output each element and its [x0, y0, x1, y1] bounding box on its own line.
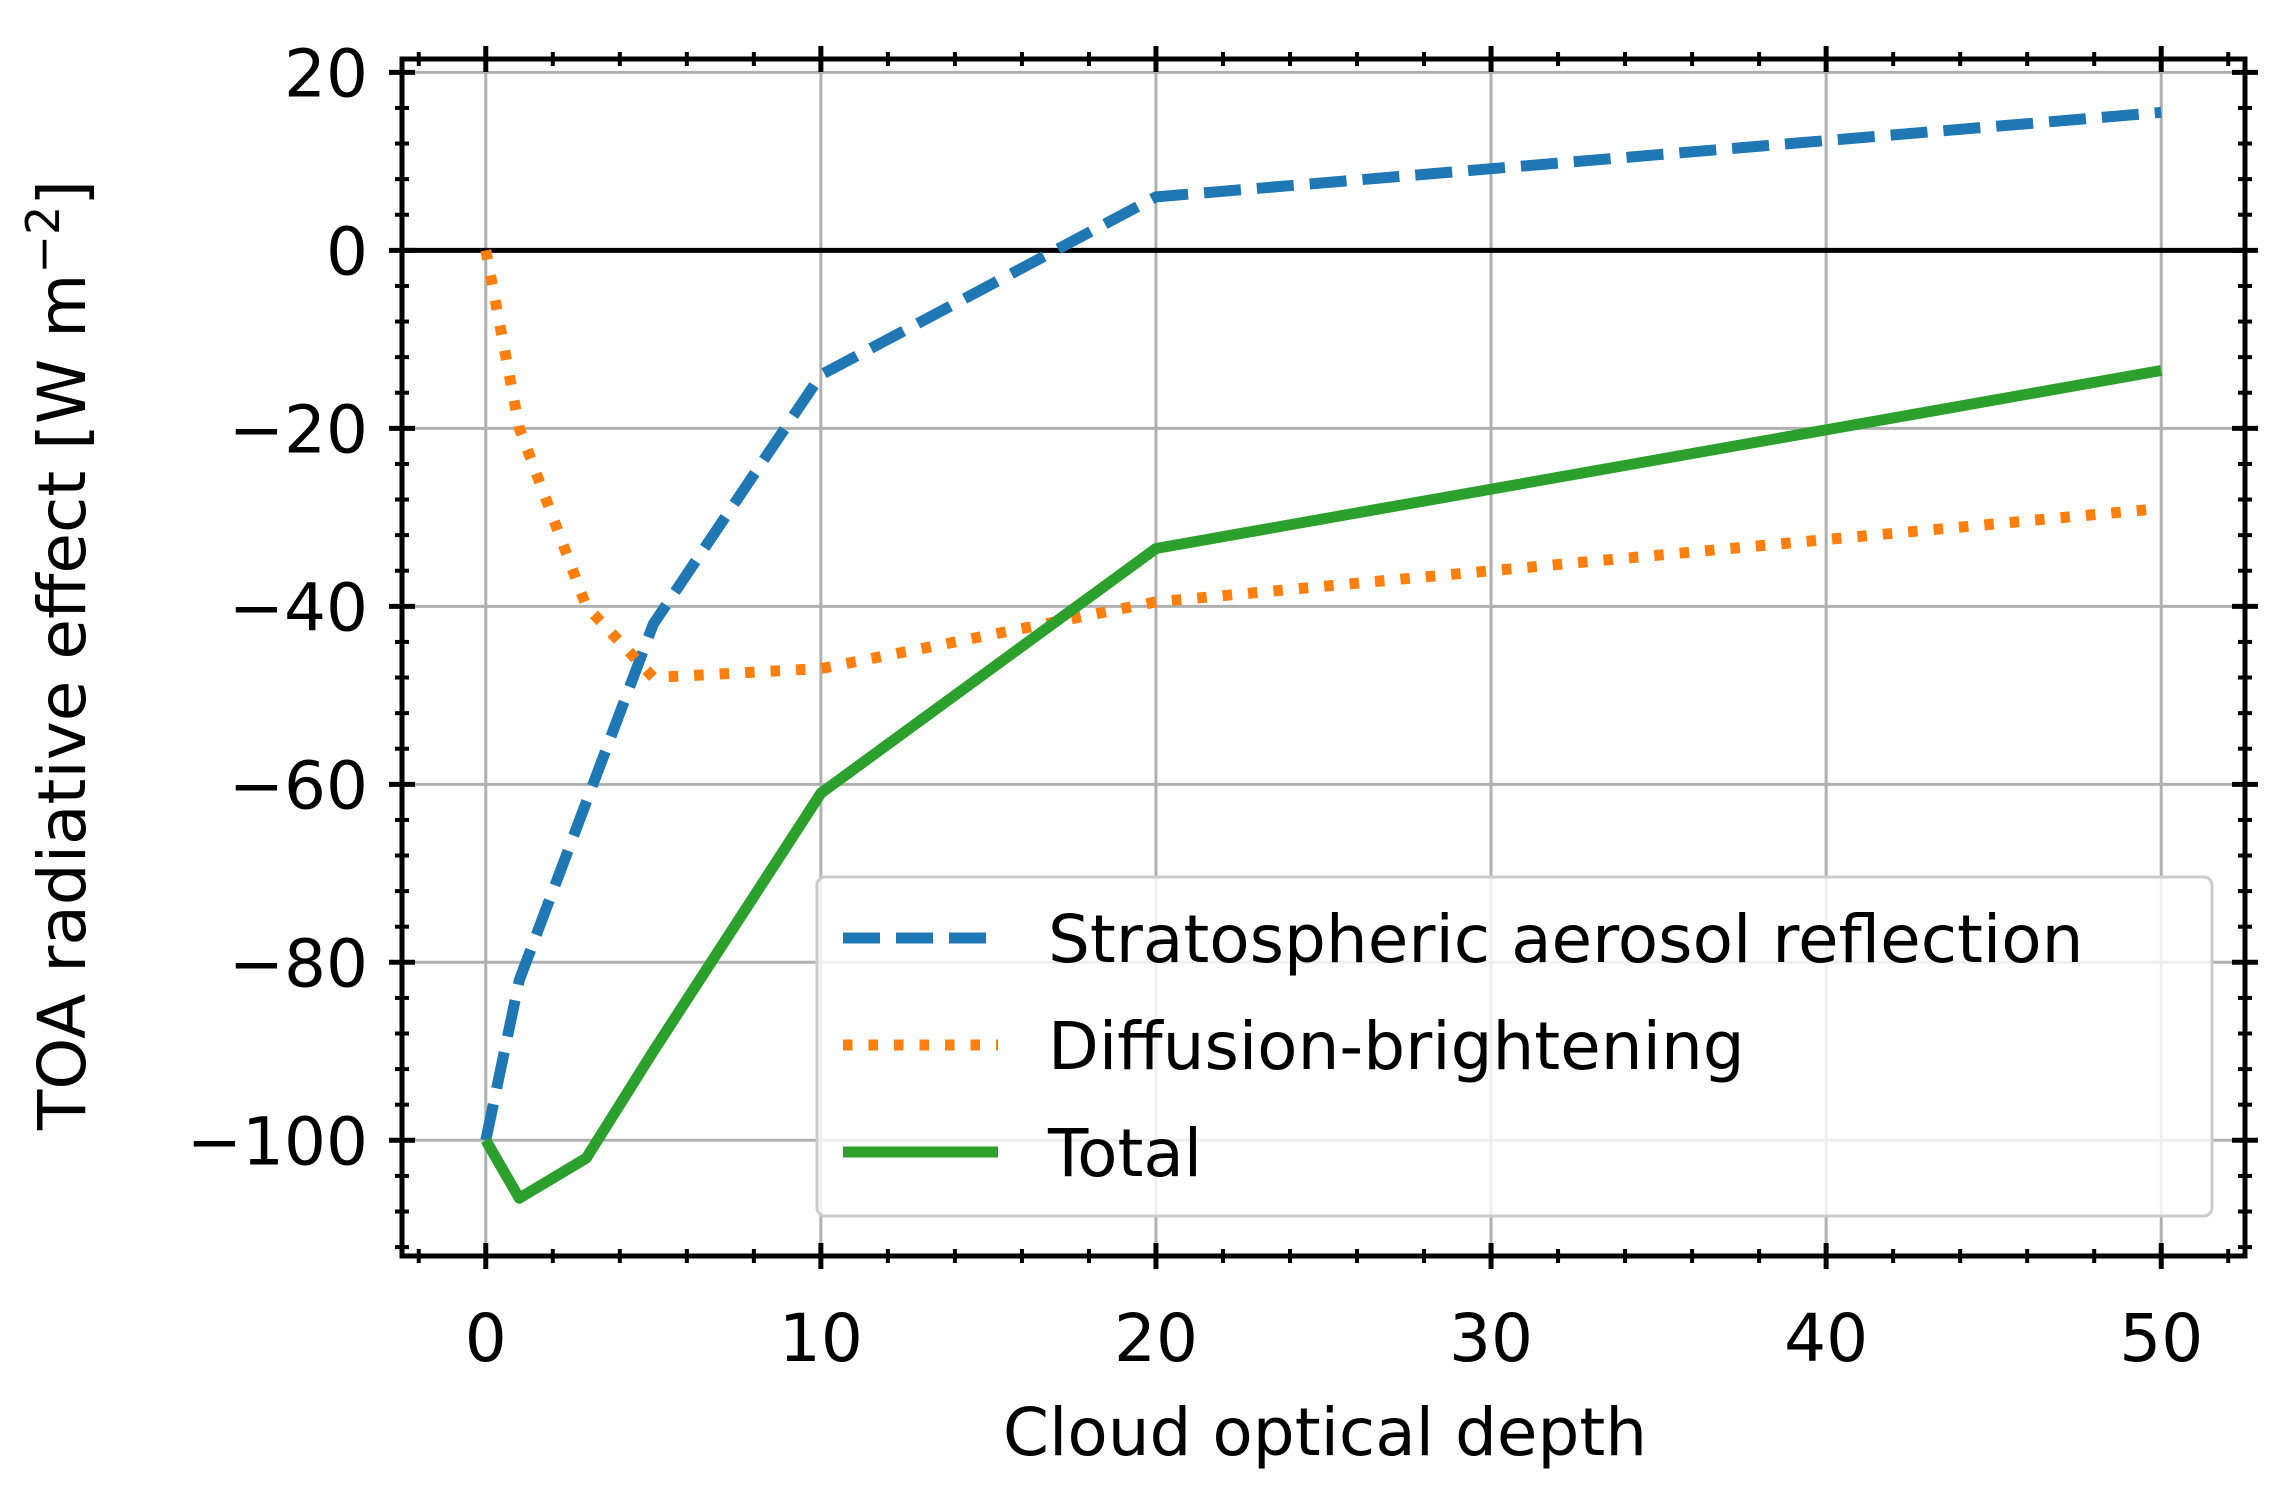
legend-label-2: Diffusion-brightening	[1048, 1008, 1745, 1085]
y-tick-label: 0	[326, 213, 368, 290]
x-axis-label: Cloud optical depth	[1003, 1394, 1647, 1471]
y-axis-label: TOA radiative effect [W m−2]	[16, 180, 101, 1131]
x-tick-label: 40	[1784, 1300, 1868, 1377]
x-tick-label: 30	[1449, 1300, 1533, 1377]
x-tick-label: 50	[2119, 1300, 2203, 1377]
y-tick-label: −20	[229, 391, 368, 468]
y-axis-label-exponent: −2	[16, 206, 70, 274]
series-line-1	[480, 106, 2162, 1142]
x-tick-label: 20	[1114, 1300, 1198, 1377]
tick-labels: 0 10 20 30 40 50 20 0 −20 −40 −60 −80 −100	[187, 35, 2204, 1377]
series-layer	[480, 106, 2163, 1204]
y-tick-label: −60	[229, 747, 368, 824]
legend-label-1: Stratospheric aerosol reflection	[1048, 901, 2083, 978]
y-tick-label: −80	[229, 925, 368, 1002]
legend-frame	[815, 875, 2214, 1218]
x-tick-label: 0	[465, 1300, 507, 1377]
y-axis-label-close: ]	[24, 180, 101, 206]
x-tick-label: 10	[779, 1300, 863, 1377]
y-tick-label: 20	[284, 35, 368, 112]
y-tick-label: −40	[229, 569, 368, 646]
plot-frame	[399, 56, 2248, 1259]
series-line-2	[480, 249, 2162, 683]
legend: Stratospheric aerosol reflection Diffusio…	[815, 875, 2214, 1218]
plot-border	[399, 56, 2248, 1259]
legend-label-3: Total	[1047, 1115, 1202, 1192]
series-line-3	[481, 365, 2163, 1204]
ticks	[389, 46, 2258, 1269]
y-tick-label: −100	[187, 1103, 368, 1180]
